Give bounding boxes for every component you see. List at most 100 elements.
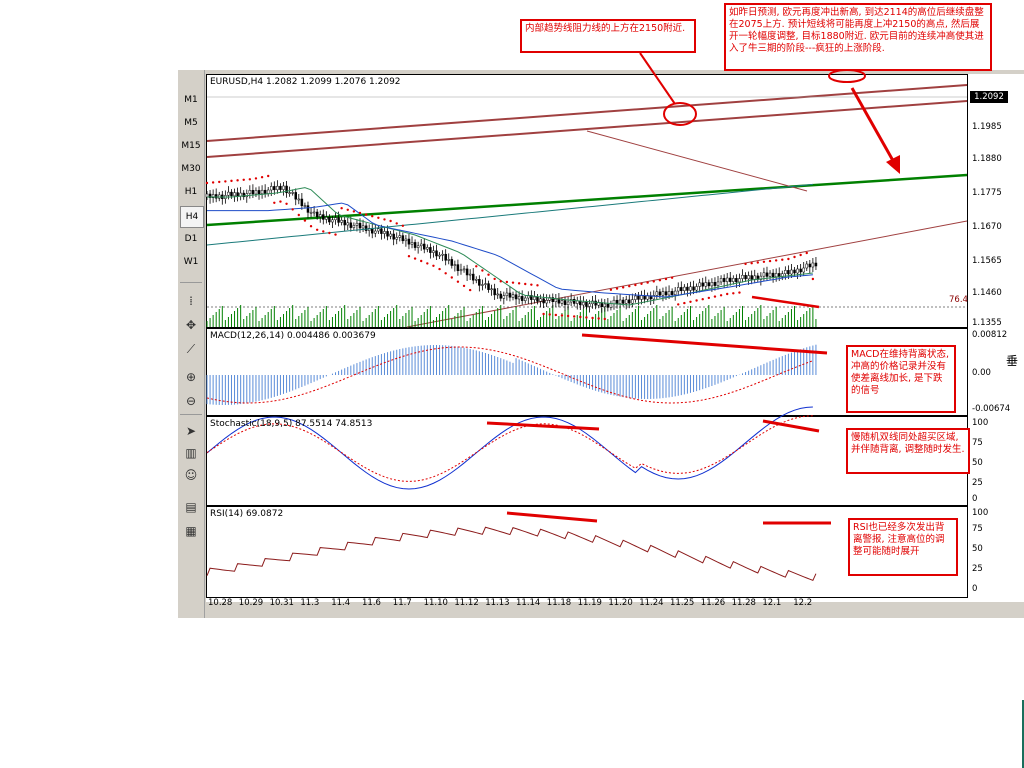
timeframe-w1-button[interactable]: W1 bbox=[183, 257, 199, 267]
sar-dot bbox=[542, 312, 545, 316]
sar-dot bbox=[670, 276, 674, 279]
macd-chart-svg bbox=[206, 333, 828, 405]
candle-body bbox=[707, 282, 711, 287]
candle-body bbox=[291, 192, 294, 194]
sar-dot bbox=[346, 208, 349, 211]
crosshair-icon[interactable]: ✥ bbox=[185, 318, 197, 332]
bar-chart-icon[interactable]: ▥ bbox=[185, 446, 197, 460]
candle-body bbox=[505, 292, 509, 296]
candle-body bbox=[386, 231, 389, 237]
time-label: 11.28 bbox=[731, 598, 756, 608]
template-icon[interactable]: ▤ bbox=[185, 500, 197, 514]
timeframe-m5-button[interactable]: M5 bbox=[184, 118, 198, 128]
candle-body bbox=[667, 291, 671, 296]
candle-body bbox=[273, 186, 276, 191]
rsi-chart-svg bbox=[206, 511, 831, 582]
profile-icon[interactable]: ▦ bbox=[185, 524, 197, 538]
candle-body bbox=[673, 290, 677, 295]
window-edge bbox=[1022, 700, 1024, 768]
sar-dot bbox=[315, 228, 319, 231]
sar-dot bbox=[554, 313, 558, 317]
cursor-icon[interactable]: ⁞ bbox=[189, 294, 193, 308]
candle-body bbox=[594, 300, 597, 306]
candle-body bbox=[416, 245, 420, 248]
candle-body bbox=[282, 185, 285, 190]
candle-body bbox=[732, 278, 735, 282]
timeframe-h4-button[interactable]: H4 bbox=[180, 206, 204, 228]
time-label: 11.25 bbox=[670, 598, 695, 608]
candle-body bbox=[517, 296, 521, 300]
sar-dot bbox=[579, 315, 582, 319]
timeframe-m1-button[interactable]: M1 bbox=[184, 95, 198, 105]
candle-body bbox=[799, 268, 802, 273]
zoom-out-icon[interactable]: ⊖ bbox=[185, 394, 197, 408]
candle-body bbox=[609, 303, 613, 308]
candle-body bbox=[328, 216, 331, 223]
timeframe-m15-button[interactable]: M15 bbox=[181, 141, 201, 151]
scroll-right-icon[interactable]: ➤ bbox=[185, 424, 197, 438]
price-tick: 1.1775 bbox=[972, 188, 1002, 198]
timeframe-d1-button[interactable]: D1 bbox=[184, 234, 198, 244]
sar-dot bbox=[444, 272, 447, 275]
timeframe-m30-button[interactable]: M30 bbox=[181, 164, 201, 174]
time-label: 11.12 bbox=[454, 598, 479, 608]
line-tool-icon[interactable]: ⟋ bbox=[186, 342, 196, 356]
macd-tick: 0.00 bbox=[972, 368, 991, 378]
macd-tick: -0.00674 bbox=[972, 404, 1011, 414]
stochastic-signal-line bbox=[206, 415, 813, 482]
candle-body bbox=[520, 296, 524, 301]
volume-divergence-line bbox=[751, 295, 820, 309]
candle-body bbox=[325, 216, 328, 220]
sar-dot bbox=[334, 233, 337, 236]
candle-body bbox=[450, 259, 454, 266]
sar-dot bbox=[548, 313, 551, 316]
sar-dot bbox=[218, 180, 221, 184]
candle-body bbox=[566, 301, 570, 305]
timeframe-h1-button[interactable]: H1 bbox=[184, 187, 198, 197]
candle-body bbox=[762, 272, 766, 277]
sar-dot bbox=[781, 258, 784, 261]
candle-body bbox=[346, 222, 350, 226]
stoch-divergence-line bbox=[486, 421, 600, 431]
ma-mid-line bbox=[207, 202, 813, 298]
sar-dot bbox=[560, 314, 564, 317]
sar-dot bbox=[640, 282, 643, 285]
candle-body bbox=[774, 273, 778, 277]
candle-body bbox=[624, 299, 628, 304]
candle-body bbox=[741, 275, 744, 279]
zoom-in-icon[interactable]: ⊕ bbox=[185, 370, 197, 384]
candle-body bbox=[465, 268, 469, 276]
candle-body bbox=[306, 205, 310, 213]
candle-body bbox=[796, 268, 799, 274]
sar-dot bbox=[762, 260, 766, 263]
trendline-support bbox=[206, 173, 968, 227]
candle-body bbox=[603, 303, 607, 307]
channel-line-lower bbox=[206, 100, 968, 158]
sar-dot bbox=[683, 301, 686, 305]
candle-body bbox=[539, 298, 542, 302]
candle-body bbox=[493, 288, 496, 296]
candle-body bbox=[716, 281, 720, 286]
sar-dot bbox=[297, 213, 300, 217]
sar-dot bbox=[432, 264, 435, 267]
macd-pane[interactable]: MACD(12,26,14) 0.004486 0.003679 bbox=[206, 328, 968, 416]
price-pane[interactable]: EURUSD,H4 1.2082 1.2099 1.2076 1.2092 76… bbox=[205, 74, 968, 328]
stochastic-pane[interactable]: Stochastic(18,9,5) 87.5514 74.8513 bbox=[206, 406, 968, 506]
rsi-pane[interactable]: RSI(14) 69.0872 bbox=[206, 506, 968, 598]
sar-dot bbox=[664, 277, 668, 281]
toolbar-separator bbox=[180, 282, 202, 283]
candle-body bbox=[670, 291, 674, 295]
candle-body bbox=[294, 192, 297, 200]
macd-tick: 0.00812 bbox=[972, 330, 1008, 340]
rsi-tick: 75 bbox=[972, 524, 983, 534]
expert-icon[interactable]: ☺ bbox=[184, 468, 198, 482]
candle-body bbox=[508, 292, 512, 298]
candle-body bbox=[468, 273, 472, 276]
chart-area[interactable]: EURUSD,H4 1.2082 1.2099 1.2076 1.2092 76… bbox=[205, 74, 1024, 608]
candle-body bbox=[279, 185, 282, 190]
sar-dot bbox=[621, 286, 625, 289]
candle-body bbox=[334, 217, 337, 221]
candle-body bbox=[557, 298, 561, 304]
candle-body bbox=[438, 254, 441, 257]
sar-dot bbox=[634, 283, 637, 287]
